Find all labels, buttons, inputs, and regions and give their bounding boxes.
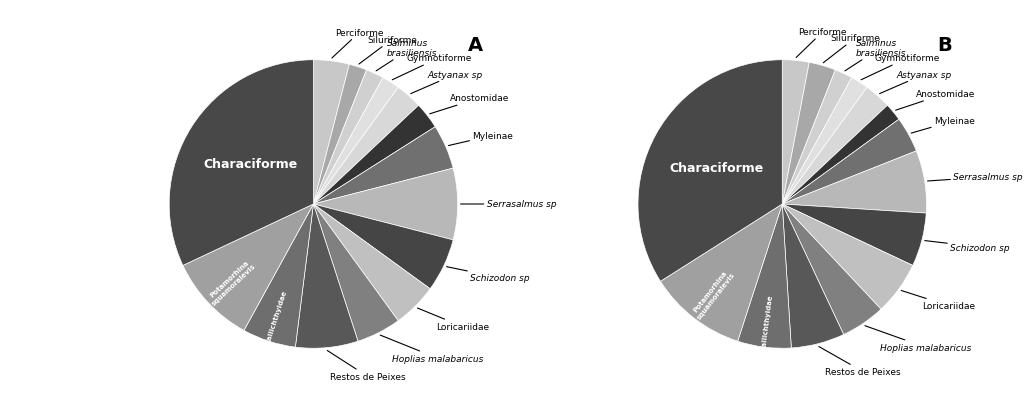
Wedge shape	[782, 71, 852, 204]
Text: Potamorhina
squamoralevis: Potamorhina squamoralevis	[690, 266, 736, 320]
Text: A: A	[468, 36, 483, 54]
Wedge shape	[295, 204, 358, 348]
Wedge shape	[782, 61, 809, 204]
Wedge shape	[660, 204, 782, 342]
Wedge shape	[313, 204, 398, 342]
Wedge shape	[169, 61, 313, 266]
Text: Siluriforme: Siluriforme	[823, 34, 881, 63]
Text: Callichthyidae: Callichthyidae	[761, 293, 774, 350]
Text: B: B	[937, 36, 951, 54]
Wedge shape	[313, 65, 367, 204]
Wedge shape	[313, 79, 398, 204]
Text: Schizodon sp: Schizodon sp	[925, 241, 1010, 252]
Text: Salminus
brasiliensis: Salminus brasiliensis	[845, 38, 906, 72]
Wedge shape	[782, 151, 927, 213]
Text: Potamorhina
squamoralevis: Potamorhina squamoralevis	[206, 257, 257, 306]
Wedge shape	[313, 61, 349, 204]
Wedge shape	[313, 204, 430, 321]
Wedge shape	[183, 204, 313, 330]
Text: Myleinae: Myleinae	[449, 131, 513, 146]
Text: Characiforme: Characiforme	[203, 158, 297, 171]
Text: Anostomidae: Anostomidae	[896, 90, 975, 111]
Text: Siluriforme: Siluriforme	[358, 36, 417, 65]
Wedge shape	[313, 106, 435, 204]
Text: Perciforme: Perciforme	[332, 29, 384, 59]
Text: Serrasalmus sp: Serrasalmus sp	[461, 200, 556, 209]
Wedge shape	[737, 204, 792, 348]
Wedge shape	[244, 204, 313, 347]
Text: Perciforme: Perciforme	[796, 28, 847, 58]
Wedge shape	[313, 204, 454, 289]
Wedge shape	[313, 169, 458, 240]
Text: Restos de Peixes: Restos de Peixes	[328, 351, 406, 381]
Wedge shape	[782, 204, 881, 335]
Wedge shape	[782, 88, 888, 204]
Wedge shape	[782, 204, 912, 309]
Text: Loricariidae: Loricariidae	[418, 308, 488, 331]
Text: Loricariidae: Loricariidae	[901, 291, 976, 310]
Wedge shape	[782, 204, 844, 348]
Text: Hoplias malabaricus: Hoplias malabaricus	[380, 335, 483, 363]
Text: Gymnotiforme: Gymnotiforme	[392, 54, 472, 81]
Text: Hoplias malabaricus: Hoplias malabaricus	[865, 326, 971, 352]
Wedge shape	[313, 71, 383, 204]
Text: Restos de Peixes: Restos de Peixes	[819, 347, 901, 376]
Wedge shape	[782, 63, 836, 204]
Wedge shape	[782, 106, 899, 204]
Text: Anostomidae: Anostomidae	[430, 94, 510, 115]
Text: Callichthyidae: Callichthyidae	[265, 289, 289, 344]
Text: Astyanax sp: Astyanax sp	[411, 70, 483, 94]
Text: Salminus
brasiliensis: Salminus brasiliensis	[376, 38, 437, 72]
Wedge shape	[313, 88, 419, 204]
Text: Schizodon sp: Schizodon sp	[446, 267, 529, 283]
Text: Gymnotiforme: Gymnotiforme	[861, 54, 940, 81]
Text: Myleinae: Myleinae	[911, 117, 975, 134]
Wedge shape	[782, 204, 927, 266]
Text: Serrasalmus sp: Serrasalmus sp	[928, 173, 1023, 182]
Wedge shape	[782, 79, 867, 204]
Text: Astyanax sp: Astyanax sp	[880, 70, 952, 94]
Wedge shape	[313, 127, 454, 204]
Wedge shape	[782, 120, 916, 204]
Wedge shape	[638, 61, 782, 282]
Text: Characiforme: Characiforme	[670, 162, 764, 175]
